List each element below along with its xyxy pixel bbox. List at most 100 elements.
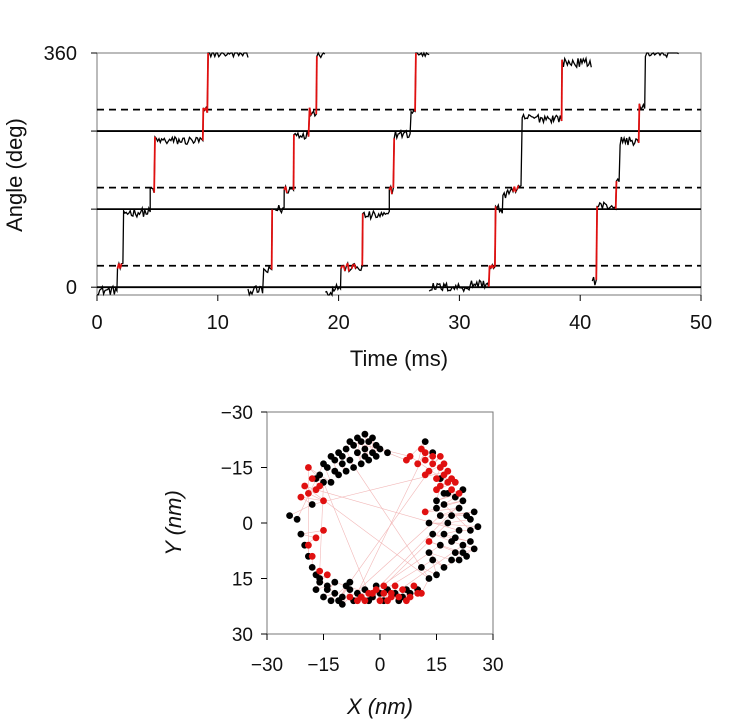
highlight-segment	[308, 107, 312, 116]
xy-scatter-chart: −30 −15 0 15 30 −30 −15 0 15 30 X (nm) Y (nm)	[161, 403, 504, 719]
plot-frame	[96, 52, 702, 296]
scatter-point	[418, 564, 425, 571]
highlight-segment	[153, 136, 156, 193]
x-tick-label: 10	[207, 312, 229, 334]
scatter-point	[463, 552, 470, 560]
scatter-point	[346, 593, 354, 601]
scatter-point	[376, 445, 384, 453]
scatter-point	[429, 453, 437, 460]
highlight-segment	[487, 265, 491, 287]
scatter-point	[297, 493, 305, 501]
highlight-segment	[315, 56, 318, 115]
scatter-point	[305, 464, 312, 471]
scatter-point	[308, 501, 316, 508]
scatter-point	[429, 556, 437, 564]
highlight-segment	[637, 103, 641, 143]
scatter-point	[316, 567, 324, 575]
connecting-line	[349, 459, 422, 568]
scatter-point	[455, 527, 463, 534]
highlight-segment	[206, 52, 210, 113]
highlight-segment	[614, 181, 618, 209]
highlight-segment	[340, 265, 344, 269]
highlight-segment	[414, 52, 417, 112]
connecting-line	[319, 482, 324, 572]
scatter-point	[346, 438, 354, 445]
scatter-point	[312, 586, 320, 593]
scatter-point	[436, 512, 444, 519]
scatter-point	[312, 534, 320, 542]
scatter-point	[451, 534, 459, 542]
y-tick-label: 0	[242, 514, 253, 535]
y-axis-label: Y (nm)	[161, 490, 186, 556]
scatter-point	[331, 589, 339, 597]
scatter-point	[323, 464, 331, 471]
highlight-segment	[119, 263, 123, 269]
x-axis-label: X (nm)	[346, 694, 413, 719]
highlight-segment	[491, 264, 495, 269]
x-tick-label: 0	[91, 312, 102, 334]
connecting-line	[323, 482, 369, 594]
scatter-point	[365, 456, 373, 464]
highlight-segment	[389, 186, 393, 195]
highlight-segment	[513, 186, 517, 193]
scatter-point	[354, 434, 361, 442]
scatter-point	[448, 512, 455, 519]
scatter-point	[436, 541, 444, 549]
x-tick-label: 40	[569, 312, 591, 334]
scatter-point	[331, 578, 339, 586]
scatter-point	[425, 538, 433, 545]
scatter-point	[433, 486, 440, 494]
scatter-point	[440, 564, 448, 571]
scatter-point	[350, 464, 357, 471]
highlight-segment	[342, 265, 346, 272]
connecting-line	[394, 544, 464, 594]
scatter-point	[421, 471, 429, 479]
scatter-point	[320, 593, 327, 601]
scatter-point	[316, 482, 324, 490]
x-tick-label: 30	[482, 655, 503, 676]
scatter-point	[448, 475, 455, 482]
highlight-segment	[392, 138, 396, 189]
scatter-point	[395, 593, 403, 601]
scatter-point	[338, 453, 346, 460]
scatter-point	[338, 601, 346, 608]
scatter-point	[448, 486, 455, 494]
scatter-point	[346, 578, 354, 586]
angle-trace	[97, 51, 679, 298]
scatter-point	[308, 564, 316, 571]
scatter-point	[361, 445, 369, 453]
scatter-point	[421, 456, 429, 464]
scatter-point	[410, 582, 418, 590]
scatter-point	[391, 582, 399, 590]
scatter-point	[429, 460, 437, 468]
scatter-point	[455, 556, 463, 564]
scatter-point	[467, 538, 474, 545]
scatter-point	[320, 497, 327, 505]
scatter-point	[425, 519, 433, 527]
scatter-point	[433, 475, 440, 482]
scatter-point	[342, 467, 350, 475]
scatter-point	[380, 589, 388, 597]
scatter-point	[414, 460, 422, 468]
x-axis-ticks: −30 −15 0 15 30	[251, 634, 504, 676]
x-tick-label: −15	[307, 655, 339, 676]
scatter-point	[357, 460, 365, 468]
scatter-point	[421, 508, 429, 516]
scatter-point	[354, 449, 361, 457]
scatter-point	[440, 530, 448, 538]
scatter-point	[429, 530, 437, 538]
scatter-points	[286, 430, 482, 608]
angle-time-chart: 0 10 20 30 40 50 0 360 Time (ms) Angle (deg)	[2, 43, 712, 371]
scatter-point	[433, 497, 440, 505]
scatter-point	[323, 582, 331, 590]
scatter-point	[346, 456, 354, 464]
scatter-point	[335, 471, 342, 479]
highlight-segment	[516, 185, 520, 190]
y-tick-label: −15	[221, 459, 253, 480]
scatter-point	[459, 541, 467, 549]
scatter-point	[425, 549, 433, 556]
scatter-point	[387, 589, 395, 597]
x-axis-ticks: 0 10 20 30 40 50	[91, 295, 712, 334]
x-tick-label: 30	[448, 312, 470, 334]
